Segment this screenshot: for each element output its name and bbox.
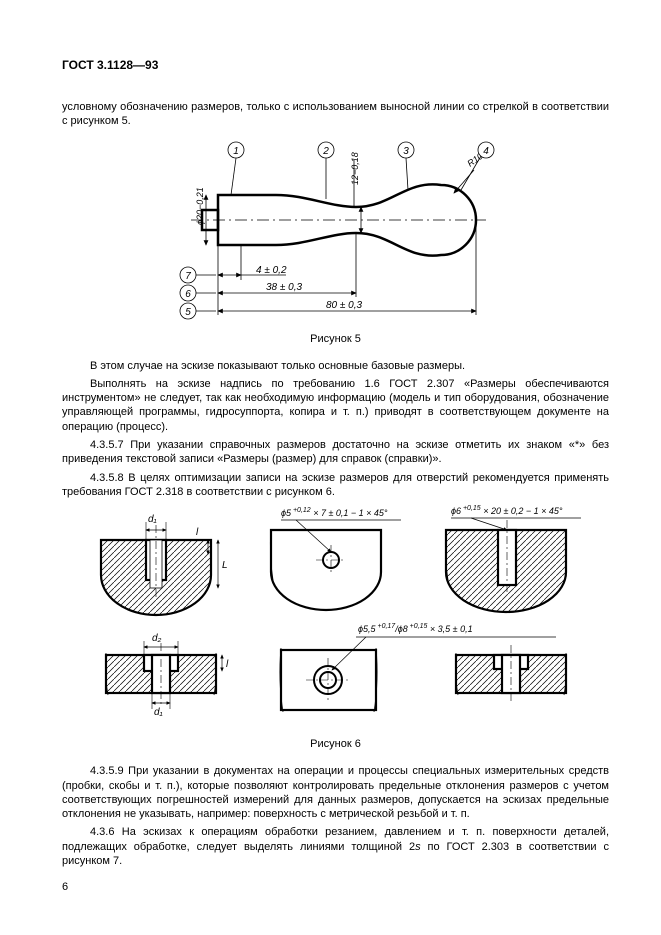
paragraph-2: В этом случае на эскизе показывают тольк…: [62, 359, 609, 373]
figure-6: d₁ L l ϕ5 +0,12 × 7 ± 0,1 − 1 × 45°: [62, 505, 609, 730]
page-number: 6: [62, 881, 68, 893]
svg-text:l: l: [226, 659, 229, 670]
fig5-dim-80: 80 ± 0,3: [326, 300, 363, 311]
paragraph-3: Выполнять на эскизе надпись по требовани…: [62, 377, 609, 434]
figure-5-svg: 4 ± 0,2 38 ± 0,3 80 ± 0,3 ϕ20−0,21 12−0,…: [156, 135, 516, 325]
svg-text:d₂: d₂: [152, 633, 162, 644]
svg-text:3: 3: [403, 146, 409, 157]
fig5-callouts: 1 2 3 4 7 6: [180, 142, 494, 319]
fig5-dim-4: 4 ± 0,2: [256, 265, 287, 276]
svg-text:d₁: d₁: [154, 707, 163, 718]
svg-text:1: 1: [233, 146, 239, 157]
page: ГОСТ 3.1128—93 условному обозначению раз…: [0, 0, 661, 935]
paragraph-5: 4.3.5.8 В целях оптимизации записи на эс…: [62, 471, 609, 500]
figure-5: 4 ± 0,2 38 ± 0,3 80 ± 0,3 ϕ20−0,21 12−0,…: [62, 135, 609, 325]
paragraph-7: 4.3.6 На эскизах к операциям обработки р…: [62, 825, 609, 868]
fig5-dim-dia: ϕ20−0,21: [195, 187, 205, 225]
fig5-dim-38: 38 ± 0,3: [266, 282, 303, 293]
figure-6-caption: Рисунок 6: [62, 738, 609, 750]
svg-text:4: 4: [483, 146, 489, 157]
svg-text:d₁: d₁: [148, 514, 157, 525]
paragraph-4: 4.3.5.7 При указании справочных размеров…: [62, 438, 609, 467]
svg-text:ϕ5 +0,12 × 7 ± 0,1 − 1 × 45°: ϕ5 +0,12 × 7 ± 0,1 − 1 × 45°: [281, 507, 388, 518]
figure-5-caption: Рисунок 5: [62, 333, 609, 345]
figure-6-svg: d₁ L l ϕ5 +0,12 × 7 ± 0,1 − 1 × 45°: [86, 505, 586, 730]
svg-text:L: L: [222, 560, 228, 571]
paragraph-6: 4.3.5.9 При указании в документах на опе…: [62, 764, 609, 821]
svg-text:l: l: [196, 527, 199, 538]
svg-text:ϕ5,5 +0,17/ϕ8 +0,15 × 3,5 ± 0,: ϕ5,5 +0,17/ϕ8 +0,15 × 3,5 ± 0,1: [358, 623, 473, 634]
svg-text:6: 6: [185, 289, 191, 300]
paragraph-intro: условному обозначению размеров, только с…: [62, 100, 609, 129]
svg-text:2: 2: [322, 146, 329, 157]
svg-text:5: 5: [185, 307, 191, 318]
doc-header: ГОСТ 3.1128—93: [62, 58, 609, 72]
svg-text:ϕ6 +0,15 × 20 ± 0,2 − 1 × 45°: ϕ6 +0,15 × 20 ± 0,2 − 1 × 45°: [451, 505, 563, 516]
fig5-dim-12: 12−0,18: [350, 152, 360, 185]
svg-text:7: 7: [185, 271, 191, 282]
